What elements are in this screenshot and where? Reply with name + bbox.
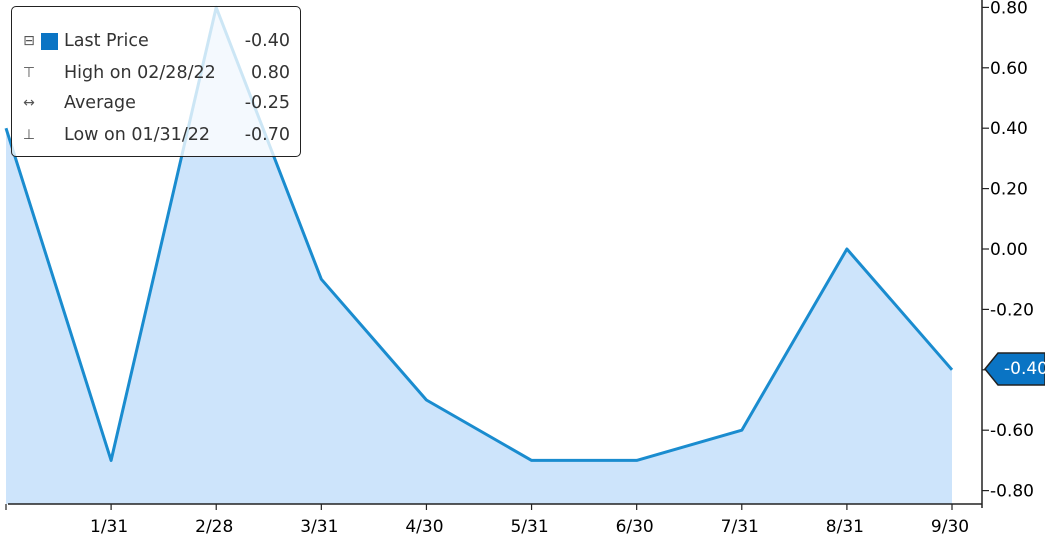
y-tick-label: 0.80 — [990, 0, 1028, 18]
x-tick-label: 1/31 — [90, 517, 128, 536]
legend-value: 0.80 — [251, 63, 290, 83]
x-tick-label: 5/31 — [510, 517, 548, 536]
y-tick-label: 0.20 — [990, 180, 1028, 200]
x-tick-label: 7/31 — [721, 517, 759, 536]
current-price-value: -0.40 — [1004, 359, 1045, 379]
y-tick-label: 0.60 — [990, 59, 1028, 79]
series-swatch — [41, 33, 58, 50]
x-tick-label: 8/31 — [826, 517, 864, 536]
legend-label: Last Price — [64, 31, 149, 51]
y-tick-label: 0.40 — [990, 119, 1028, 139]
legend-value: -0.70 — [244, 125, 290, 145]
legend-label: Average — [64, 93, 136, 113]
legend-box: ⊟ Last Price -0.40 ⊤ High on 02/28/22 0.… — [11, 6, 301, 157]
legend-value: -0.25 — [244, 93, 290, 113]
price-tag-shape — [984, 352, 1045, 386]
collapse-icon[interactable]: ⊟ — [23, 33, 35, 49]
average-marker-icon: ↔ — [23, 95, 35, 111]
legend-label: High on 02/28/22 — [64, 63, 216, 83]
legend-row-low[interactable]: ⊥ Low on 01/31/22 -0.70 — [12, 121, 300, 149]
series-line — [4, 5, 954, 462]
y-tick-label: 0.00 — [990, 240, 1028, 260]
high-marker-icon: ⊤ — [22, 65, 36, 81]
legend-value: -0.40 — [244, 31, 290, 51]
y-tick-label: -0.60 — [990, 421, 1034, 441]
x-tick-label: 4/30 — [405, 517, 443, 536]
low-marker-icon: ⊥ — [22, 127, 36, 143]
legend-label: Low on 01/31/22 — [64, 125, 210, 145]
y-tick-label: -0.80 — [990, 482, 1034, 502]
current-price-tag: -0.40 — [984, 352, 1045, 386]
legend-row-last-price[interactable]: ⊟ Last Price -0.40 — [12, 27, 300, 55]
x-tick-label: 9/30 — [931, 517, 969, 536]
x-tick-label: 6/30 — [616, 517, 654, 536]
legend-row-high[interactable]: ⊤ High on 02/28/22 0.80 — [12, 59, 300, 87]
legend-row-average[interactable]: ↔ Average -0.25 — [12, 89, 300, 117]
x-tick-label: 3/31 — [300, 517, 338, 536]
y-tick-label: -0.20 — [990, 300, 1034, 320]
x-tick-label: 2/28 — [195, 517, 233, 536]
